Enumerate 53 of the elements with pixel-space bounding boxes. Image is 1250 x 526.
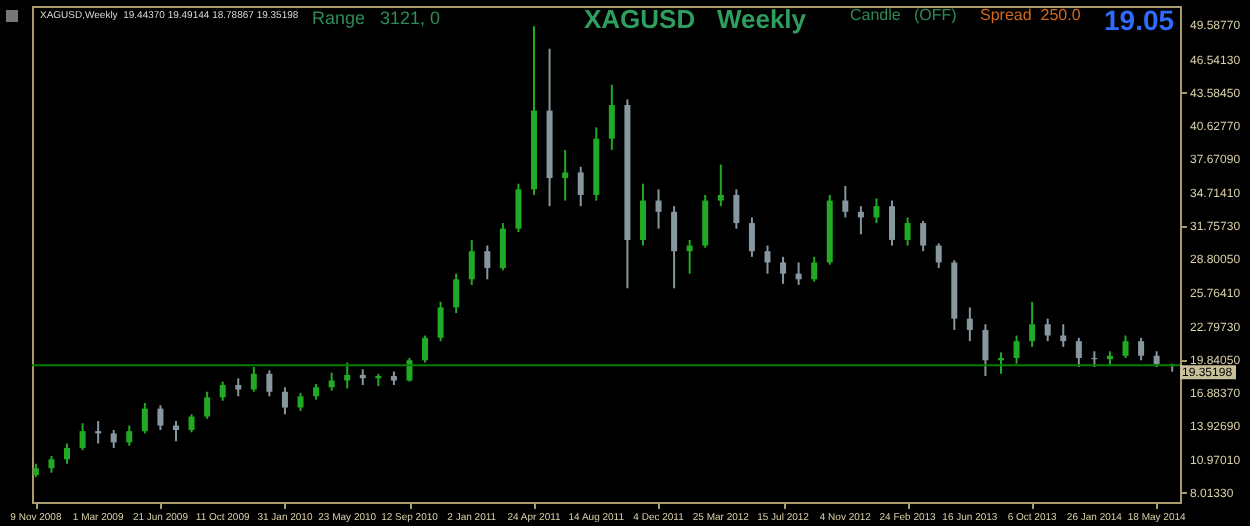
candlestick	[406, 357, 413, 383]
candlestick	[1044, 317, 1051, 343]
candlestick	[717, 163, 724, 208]
candlestick	[935, 242, 942, 270]
candlestick	[904, 216, 911, 247]
candlestick	[281, 386, 288, 416]
candlestick	[577, 165, 584, 208]
candlestick	[966, 306, 973, 343]
candlestick	[484, 244, 491, 281]
candlestick	[997, 351, 1004, 375]
candlestick	[499, 222, 506, 272]
candlestick	[671, 205, 678, 290]
candlestick	[889, 199, 896, 247]
candlestick	[608, 83, 615, 151]
candlestick	[655, 188, 662, 230]
candlestick	[982, 323, 989, 378]
chart-title: XAGUSD Weekly	[584, 4, 807, 34]
candlestick	[1138, 336, 1145, 362]
candlestick	[344, 361, 351, 390]
candlestick	[639, 182, 646, 247]
candlestick	[422, 334, 429, 364]
candlestick	[64, 442, 71, 465]
candlestick	[219, 380, 226, 402]
candlestick	[266, 369, 273, 398]
candlestick	[141, 402, 148, 435]
candlestick	[842, 184, 849, 219]
candlestick	[780, 255, 787, 285]
candlestick	[920, 219, 927, 253]
candlestick	[562, 148, 569, 202]
candlestick	[157, 404, 164, 432]
candlestick	[1075, 336, 1082, 369]
candlestick	[1029, 300, 1036, 348]
candlestick	[79, 422, 86, 452]
candlestick	[515, 182, 522, 234]
candlestick	[437, 300, 444, 343]
candlestick	[811, 255, 818, 283]
candlestick	[1122, 334, 1129, 360]
candlestick	[250, 366, 257, 393]
candlestick	[95, 420, 102, 445]
annotation: Spread 250.0	[980, 6, 1081, 24]
candlestick	[764, 244, 771, 275]
candlestick	[733, 188, 740, 230]
candlestick	[748, 216, 755, 258]
candlestick	[204, 390, 211, 420]
annotation: 19.05	[1104, 4, 1175, 36]
candlestick	[1013, 334, 1020, 365]
annotation: Range 3121, 0	[312, 8, 441, 28]
candlestick	[453, 272, 460, 315]
candlestick	[702, 193, 709, 249]
annotation: Candle (OFF)	[850, 6, 957, 24]
candlestick	[126, 424, 133, 447]
candlestick	[873, 197, 880, 225]
candlestick	[468, 238, 475, 286]
